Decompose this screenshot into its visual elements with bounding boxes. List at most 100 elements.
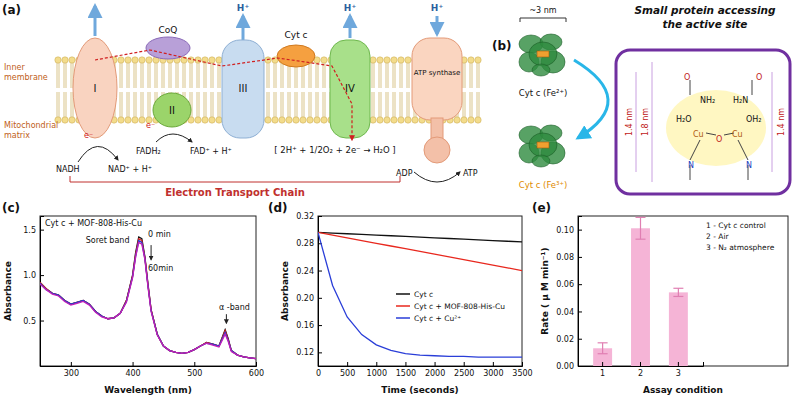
lipid-head xyxy=(405,117,411,123)
error-bar xyxy=(673,288,683,296)
tick: 600 xyxy=(249,362,264,378)
lipid-head xyxy=(300,117,306,123)
tick: 0.10 xyxy=(556,226,582,235)
error-bar xyxy=(636,217,646,239)
complex-label: IV xyxy=(345,83,355,94)
tick: 0.16 xyxy=(296,321,322,330)
tick-mark xyxy=(578,257,582,258)
tick-label: 500 xyxy=(187,369,202,378)
lipid-head xyxy=(391,117,397,123)
lipid-head xyxy=(69,57,75,63)
pore xyxy=(616,50,790,194)
tick-mark xyxy=(256,362,257,366)
lipid-head xyxy=(69,117,75,123)
error-bar-line xyxy=(636,239,646,240)
heme xyxy=(537,51,549,57)
lipid-head xyxy=(132,57,138,63)
tick-label: 0.10 xyxy=(556,226,574,235)
tick-mark xyxy=(640,362,641,366)
tick-label: 0 xyxy=(316,369,321,378)
tick: 2 xyxy=(638,362,643,378)
axis: 300400500600 xyxy=(41,362,265,378)
tick-label: 3500 xyxy=(512,369,532,378)
tick-mark xyxy=(318,271,322,272)
tick-label: 0.20 xyxy=(296,294,314,303)
series-line xyxy=(318,232,522,357)
structure-label: N xyxy=(688,161,694,170)
axis: 0.000.020.040.060.080.10 xyxy=(556,217,582,372)
tick: 0.24 xyxy=(296,267,322,276)
plot-frame xyxy=(578,216,788,366)
proton-arrow xyxy=(242,16,245,40)
chart-title: Cyt c + MOF-808-His-Cu xyxy=(45,219,142,228)
transfer-arrow xyxy=(574,60,608,138)
dimension-line xyxy=(772,72,773,172)
legend-entry: Cyt c xyxy=(414,290,433,299)
lipid-head xyxy=(265,117,271,123)
chart: (d)Time (seconds)Absorbance0.120.160.200… xyxy=(268,201,533,395)
heme xyxy=(537,142,549,148)
tick-mark xyxy=(464,362,465,366)
carrier-label: Cyt c xyxy=(285,30,308,40)
tick: 400 xyxy=(125,362,140,378)
complex-label: I xyxy=(94,83,97,94)
tick-label: 0.02 xyxy=(556,335,574,344)
tick-label: 400 xyxy=(125,369,140,378)
lipid-head xyxy=(461,117,467,123)
adp-label: ADP xyxy=(396,169,413,178)
lipid-head xyxy=(216,57,222,63)
tick: 1000 xyxy=(367,362,387,378)
tick-mark xyxy=(578,311,582,312)
title: the active site xyxy=(663,18,748,30)
electron-label: e⁻ xyxy=(84,131,93,140)
y-axis-title: Absorbance xyxy=(280,261,290,321)
legend: Cyt cCyt c + MOF-808-His-CuCyt c + Cu²⁺ xyxy=(396,290,505,323)
axis-line xyxy=(579,217,583,367)
proton-arrow xyxy=(436,16,439,34)
proton-arrow xyxy=(94,6,97,36)
structure-label: N xyxy=(746,161,752,170)
y-axis-title: Absorbance xyxy=(3,261,13,321)
tick-label: 1500 xyxy=(396,369,416,378)
error-bar-line xyxy=(602,343,603,354)
annotation: α -band xyxy=(219,303,250,312)
tick-mark xyxy=(578,284,582,285)
tick-mark xyxy=(602,362,603,366)
marks xyxy=(40,237,256,359)
tick-label: 1 xyxy=(600,369,605,378)
lipid-head xyxy=(314,117,320,123)
tick: 500 xyxy=(187,362,202,378)
plot-frame xyxy=(40,216,256,366)
annotation: 1 - Cyt c control xyxy=(706,221,766,230)
cyt-c-protein xyxy=(519,125,565,167)
helix xyxy=(529,42,557,66)
axis-line xyxy=(41,217,45,367)
tick-mark xyxy=(71,362,72,366)
lipid-head xyxy=(195,117,201,123)
axis-line xyxy=(319,362,523,367)
tick: 0.12 xyxy=(296,348,322,357)
lipid-head xyxy=(468,117,474,123)
error-bar xyxy=(598,343,608,354)
tick-mark xyxy=(318,298,322,299)
structure-label: OH₂ xyxy=(746,115,762,124)
structure-label: Cu xyxy=(732,130,743,139)
tick-label: 0.24 xyxy=(296,267,314,276)
legend-swatch xyxy=(396,293,410,295)
x-axis-title: Assay condition xyxy=(643,385,723,395)
tick-mark xyxy=(40,230,44,231)
series-line xyxy=(318,232,522,270)
lipid-head xyxy=(118,117,124,123)
tick-mark xyxy=(40,275,44,276)
electron-label: e⁻ xyxy=(146,121,155,130)
lipid-head xyxy=(118,57,124,63)
panel-label: (d) xyxy=(268,201,288,215)
coq xyxy=(146,37,190,59)
error-bar-line xyxy=(673,288,683,289)
lipid-head xyxy=(475,57,481,63)
bar xyxy=(669,292,688,366)
legend-swatch xyxy=(396,305,410,307)
lipid-head xyxy=(209,57,215,63)
legend-entry: Cyt c + MOF-808-His-Cu xyxy=(414,302,505,311)
active-site-glow xyxy=(666,90,766,166)
